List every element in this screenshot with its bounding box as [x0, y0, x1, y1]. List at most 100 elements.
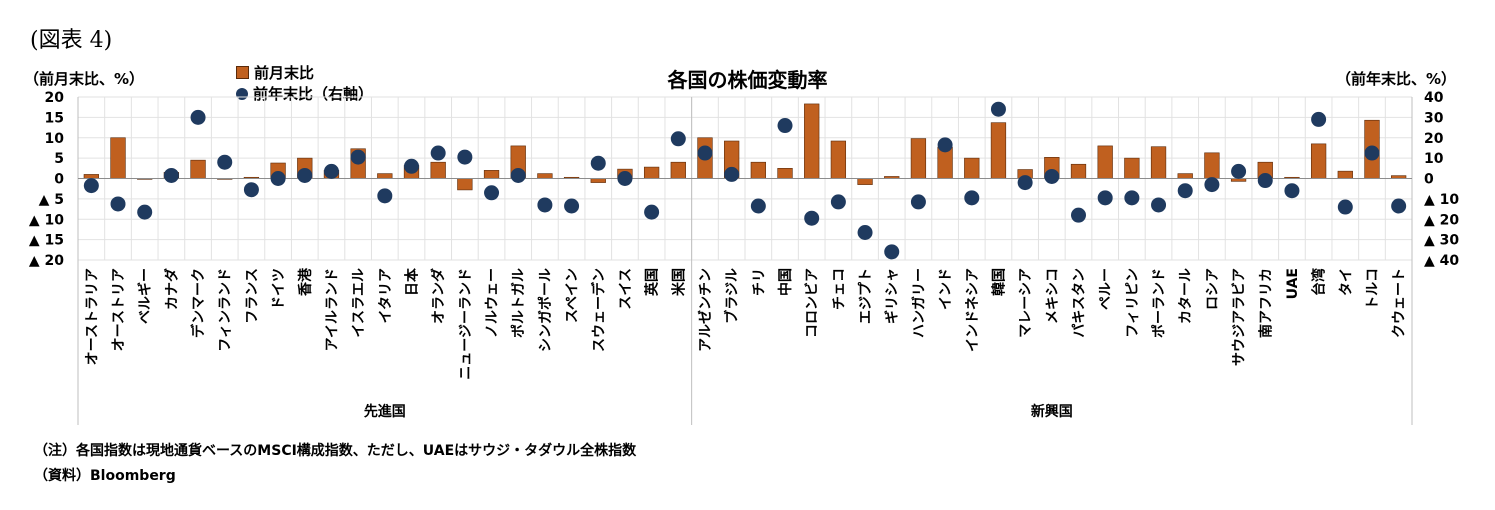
y-tick-right: 10	[1424, 151, 1444, 167]
bar	[804, 103, 820, 179]
category-label: イスラエル	[351, 268, 367, 338]
dot	[1044, 168, 1060, 184]
bar	[964, 157, 980, 179]
category-label: オーストリア	[111, 268, 127, 351]
y-tick-right: 0	[1424, 172, 1434, 188]
bar-swatch	[236, 66, 249, 79]
category-label: 米国	[670, 268, 687, 296]
bar	[1070, 163, 1087, 179]
dot	[617, 171, 633, 186]
category-label: シンガポール	[537, 268, 554, 352]
y-tick-left: ▲ 15	[29, 233, 64, 249]
y-tick-left: 5	[54, 151, 64, 167]
y-tick-left: ▲ 10	[29, 212, 64, 228]
category-label: UAE	[1285, 268, 1301, 299]
bar	[537, 173, 553, 179]
dot	[724, 166, 740, 182]
dot	[243, 182, 259, 198]
bar	[457, 178, 473, 191]
dot	[804, 210, 820, 226]
category-label: エジプト	[858, 268, 874, 324]
category-label: トルコ	[1365, 268, 1381, 310]
y-tick-left: ▲ 20	[29, 253, 64, 269]
category-label: フィリピン	[1125, 268, 1141, 338]
category-label: スペイン	[565, 268, 581, 323]
category-label: ポルトガル	[510, 268, 527, 338]
legend-label-bar: 前月末比	[254, 64, 315, 82]
dot	[937, 137, 953, 153]
dot	[564, 198, 580, 214]
bar	[670, 161, 686, 179]
category-label: 香港	[297, 267, 314, 297]
category-label: チェコ	[831, 268, 847, 310]
category-label: チリ	[751, 268, 767, 296]
chart-title: 各国の株価変動率	[667, 68, 828, 92]
y-tick-left: 0	[54, 172, 64, 188]
category-label: サウジアラビア	[1232, 268, 1248, 366]
dot	[1151, 197, 1167, 213]
legend-label-dot: 前年末比（右軸）	[253, 85, 374, 103]
category-label: オランダ	[430, 268, 447, 324]
figure-label: (図表 4)	[30, 28, 113, 53]
dot	[457, 149, 473, 165]
category-label: 日本	[404, 267, 421, 296]
category-label: 南アフリカ	[1257, 268, 1274, 338]
category-label: ポーランド	[1151, 268, 1168, 338]
dot	[190, 109, 206, 125]
legend: 前月末比 前年末比（右軸）	[236, 62, 373, 104]
y-tick-right: 30	[1424, 110, 1444, 126]
category-label: クウェート	[1392, 268, 1408, 338]
dot	[137, 204, 153, 220]
y-tick-right: ▲ 10	[1424, 192, 1459, 208]
category-label: ギリシャ	[884, 268, 901, 324]
y-tick-left: 10	[45, 131, 65, 147]
category-label: ドイツ	[271, 268, 287, 310]
category-label: 韓国	[990, 268, 1007, 296]
category-label: パキスタン	[1072, 268, 1088, 338]
dot	[537, 197, 553, 213]
bar	[777, 168, 793, 179]
bar	[1124, 157, 1140, 179]
category-label: アイルランド	[324, 268, 340, 351]
dot	[830, 194, 846, 210]
y-tick-right: 20	[1424, 131, 1444, 147]
category-label: コロンビア	[805, 268, 821, 338]
dot	[430, 145, 446, 161]
y-tick-left: 15	[45, 110, 64, 126]
dot	[297, 167, 313, 183]
dot	[404, 158, 419, 174]
bar	[1097, 145, 1113, 179]
category-label: 英国	[644, 268, 661, 297]
bar	[1150, 146, 1167, 179]
category-label: デンマーク	[190, 268, 207, 338]
dot	[670, 131, 686, 147]
dot	[377, 188, 393, 204]
category-label: アルゼンチン	[697, 268, 714, 352]
dot	[750, 198, 766, 214]
dot	[777, 118, 793, 134]
bar	[430, 161, 446, 179]
group-label: 新興国	[1031, 403, 1073, 420]
bar	[830, 140, 847, 179]
dot	[590, 155, 606, 171]
dot	[964, 190, 980, 206]
category-label: ベルギー	[137, 268, 154, 324]
right-axis-unit: （前年末比、%）	[1336, 70, 1457, 88]
dot	[510, 167, 526, 183]
bar	[1310, 143, 1327, 179]
dot	[1017, 175, 1033, 191]
dot	[884, 244, 900, 260]
dot	[990, 101, 1006, 117]
y-tick-left: 20	[45, 90, 65, 106]
category-label: フランス	[244, 268, 260, 324]
dot	[910, 194, 926, 210]
category-label: カナダ	[163, 268, 180, 310]
group-label: 先進国	[364, 403, 406, 420]
bar	[1177, 173, 1193, 179]
bar	[190, 159, 206, 179]
category-label: 台湾	[1311, 268, 1328, 296]
dot	[1337, 199, 1353, 215]
category-label: スウェーデン	[590, 268, 607, 352]
category-label: スイス	[618, 268, 634, 310]
bar	[750, 161, 766, 179]
